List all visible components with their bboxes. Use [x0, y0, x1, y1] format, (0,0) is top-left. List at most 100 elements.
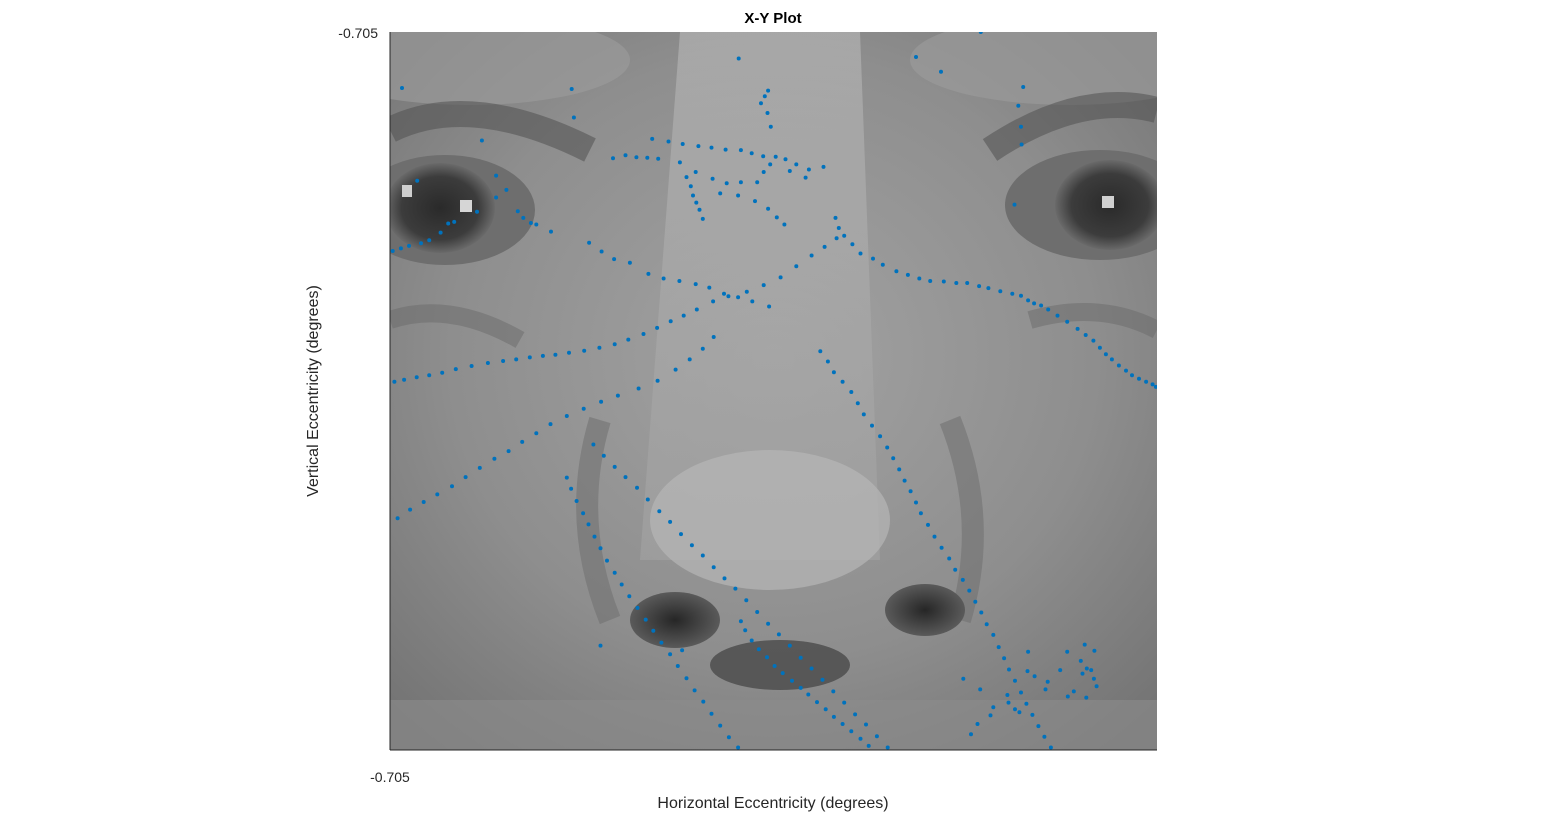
scatter-point	[842, 700, 847, 705]
scatter-point	[693, 170, 698, 174]
scatter-point	[657, 509, 662, 514]
scatter-point	[673, 367, 678, 372]
scatter-point	[601, 453, 606, 458]
scatter-point	[680, 648, 685, 653]
scatter-point	[939, 545, 944, 550]
scatter-point	[885, 745, 890, 750]
scatter-point	[1144, 379, 1149, 384]
scatter-point	[825, 359, 830, 364]
scatter-point	[534, 222, 539, 227]
scatter-point	[469, 364, 474, 368]
scatter-point	[1006, 700, 1011, 705]
scatter-point	[709, 145, 714, 150]
scatter-point	[419, 241, 423, 246]
scatter-point	[823, 707, 828, 712]
scatter-point	[978, 32, 983, 34]
scatter-point	[515, 209, 520, 214]
scatter-point	[1055, 313, 1060, 318]
scatter-point	[668, 319, 673, 324]
scatter-point	[932, 534, 937, 539]
scatter-point	[794, 162, 799, 167]
scatter-point	[1071, 689, 1076, 694]
scatter-point	[623, 153, 628, 158]
scatter-point	[452, 219, 457, 224]
scatter-point	[427, 238, 432, 243]
scatter-point	[574, 499, 579, 503]
scatter-point	[1150, 382, 1155, 387]
scatter-point	[691, 193, 695, 198]
scatter-point	[885, 445, 890, 450]
scatter-point	[1075, 326, 1080, 331]
scatter-point	[772, 664, 777, 668]
scatter-point	[744, 598, 749, 603]
scatter-point	[755, 610, 760, 614]
scatter-point	[540, 353, 545, 358]
scatter-point	[641, 332, 646, 336]
scatter-point	[787, 643, 792, 648]
scatter-point	[693, 282, 698, 287]
scatter-point	[475, 209, 479, 214]
scatter-point	[941, 279, 946, 284]
scatter-point	[1084, 666, 1089, 671]
scatter-point	[581, 406, 586, 411]
scatter-point	[967, 588, 972, 593]
scatter-point	[650, 136, 655, 141]
scatter-point	[612, 257, 617, 262]
scatter-point	[978, 687, 983, 692]
scatter-point	[479, 138, 484, 143]
scatter-point	[840, 379, 845, 384]
scatter-point	[392, 379, 397, 384]
scatter-point	[553, 352, 558, 357]
scatter-point	[864, 722, 868, 727]
scatter-point	[914, 500, 918, 505]
scatter-point	[820, 677, 825, 682]
scatter-point	[677, 279, 682, 283]
scatter-point	[939, 69, 943, 74]
scatter-point	[1016, 103, 1021, 108]
scatter-point	[724, 181, 729, 186]
scatter-point	[707, 285, 712, 290]
scatter-point	[1013, 707, 1017, 712]
scatter-point	[965, 281, 970, 285]
scatter-point	[908, 489, 913, 494]
scatter-point	[1058, 668, 1063, 673]
scatter-point	[733, 586, 738, 591]
scatter-point	[1032, 301, 1037, 306]
scatter-point	[736, 193, 741, 198]
scatter-point	[494, 195, 499, 200]
scatter-point	[586, 522, 591, 527]
scatter-point	[787, 169, 792, 173]
scatter-point	[605, 558, 609, 563]
scatter-point	[794, 264, 799, 269]
scatter-point	[421, 500, 426, 504]
scatter-point	[850, 242, 855, 247]
scatter-point	[765, 111, 770, 115]
scatter-point	[514, 357, 519, 362]
y-tick-label: -0.705	[338, 25, 378, 41]
scatter-point	[1130, 373, 1134, 378]
scatter-point	[755, 180, 760, 185]
scatter-point	[831, 689, 836, 694]
scatter-point	[711, 335, 716, 339]
scatter-point	[675, 664, 680, 668]
scatter-point	[1080, 671, 1085, 676]
scatter-point	[774, 215, 779, 220]
scatter-point	[582, 348, 587, 353]
scatter-point	[1002, 656, 1007, 661]
scatter-point	[453, 367, 458, 372]
scatter-point	[836, 226, 841, 230]
scatter-point	[1017, 710, 1022, 715]
scatter-point	[750, 299, 755, 304]
scatter-point	[415, 178, 420, 183]
scatter-point	[599, 249, 604, 254]
scatter-point	[477, 465, 482, 470]
scatter-point	[688, 184, 693, 189]
scatter-point	[1024, 701, 1029, 706]
scatter-point	[767, 304, 772, 309]
scatter-point	[998, 289, 1003, 294]
scatter-point	[776, 632, 781, 637]
scatter-point	[902, 478, 907, 483]
scatter-point	[446, 221, 451, 226]
scatter-point	[753, 199, 757, 204]
